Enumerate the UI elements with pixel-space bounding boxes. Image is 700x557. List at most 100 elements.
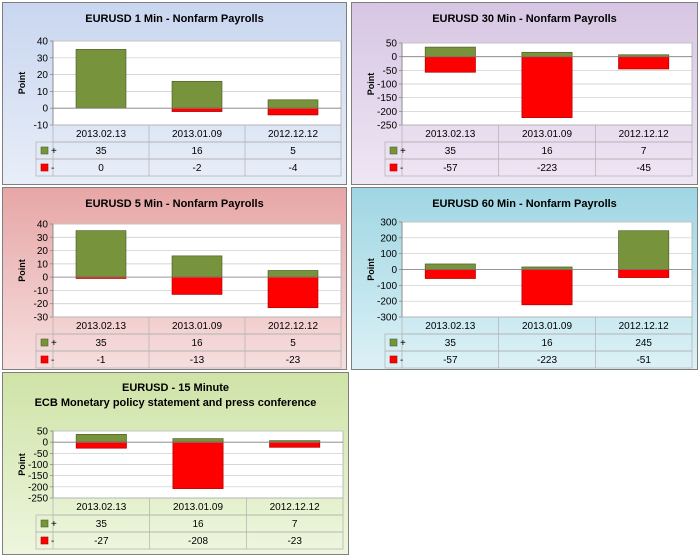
data-value-label: 16 (191, 146, 203, 157)
legend-key (40, 355, 49, 364)
data-value-label: -51 (636, 355, 651, 366)
chart-title: EURUSD - 15 Minute (122, 382, 229, 394)
data-value-label: 0 (98, 163, 104, 174)
category-label: 2013.02.13 (76, 321, 126, 332)
y-tick-label: 40 (37, 37, 49, 48)
data-value-label: -1 (97, 355, 106, 366)
legend-label: + (400, 146, 406, 157)
y-tick-label: 0 (42, 104, 48, 115)
data-value-label: 35 (445, 146, 457, 157)
data-value-label: -223 (537, 355, 557, 366)
legend-label: - (51, 536, 54, 547)
bar-positive (172, 438, 224, 443)
bar-positive (75, 49, 127, 109)
bar-positive (424, 46, 476, 58)
data-value-label: 245 (635, 338, 652, 349)
y-tick-label: 300 (380, 218, 397, 229)
data-value-label: -223 (537, 163, 557, 174)
y-tick-label: -100 (377, 80, 397, 91)
category-label: 2013.01.09 (172, 321, 222, 332)
chart-title: EURUSD 5 Min - Nonfarm Payrolls (85, 198, 263, 210)
chart-subtitle: ECB Monetary policy statement and press … (35, 397, 317, 409)
table-series-row (384, 350, 693, 369)
legend-label: - (51, 355, 54, 366)
category-label: 2013.01.09 (173, 502, 223, 513)
bar-negative (424, 269, 476, 279)
data-value-label: -13 (190, 355, 205, 366)
bar-negative (171, 276, 223, 295)
data-value-label: -45 (636, 163, 651, 174)
category-label: 2013.01.09 (522, 129, 572, 140)
y-tick-label: 0 (42, 438, 48, 449)
data-value-label: 16 (541, 338, 553, 349)
category-label: 2012.12.12 (270, 502, 320, 513)
chart-svg: EURUSD 30 Min - Nonfarm Payrolls -250 -200… (366, 13, 693, 177)
data-value-label: 35 (96, 519, 108, 530)
bar-negative (269, 441, 321, 448)
data-value-label: 35 (95, 338, 107, 349)
legend-label: - (400, 163, 403, 174)
chart-svg: EURUSD 5 Min - Nonfarm Payrolls-30-20-10… (17, 198, 342, 369)
data-value-label: -208 (188, 536, 208, 547)
y-tick-label: 50 (37, 427, 49, 438)
y-tick-label: 30 (37, 233, 49, 244)
y-axis-label: Point (366, 258, 376, 281)
legend-label: + (51, 338, 57, 349)
category-label: 2012.12.12 (619, 321, 669, 332)
legend-label: + (51, 146, 57, 157)
legend-label: + (51, 519, 57, 530)
data-value-label: 5 (290, 338, 296, 349)
data-value-label: -27 (94, 536, 109, 547)
y-tick-label: 20 (37, 246, 49, 257)
y-tick-label: -250 (377, 121, 397, 132)
table-series-row (35, 531, 344, 550)
y-tick-label: -300 (377, 313, 397, 324)
legend-label: + (400, 338, 406, 349)
chart-svg: EURUSD 1 Min - Nonfarm Payrolls -10 0 10 20 3… (17, 13, 342, 177)
data-value-label: -4 (289, 163, 298, 174)
legend-key (389, 355, 398, 364)
table-series-row (35, 350, 342, 369)
legend-label: - (400, 355, 403, 366)
legend-key (389, 146, 398, 155)
chart-panel-eurusd-30min: EURUSD 30 Min - Nonfarm Payrolls -250 -200… (351, 2, 698, 185)
bar-positive (75, 230, 127, 278)
y-tick-label: -30 (34, 313, 49, 324)
y-tick-label: 100 (380, 249, 397, 260)
chart-svg: EURUSD 60 Min - Nonfarm Payrolls-300-200… (366, 198, 693, 369)
y-tick-label: 50 (386, 39, 398, 50)
category-label: 2012.12.12 (268, 129, 318, 140)
table-series-row (384, 158, 693, 177)
y-tick-label: -100 (377, 281, 397, 292)
data-value-label: -57 (443, 355, 458, 366)
y-tick-label: 0 (42, 273, 48, 284)
y-tick-label: -50 (383, 66, 398, 77)
data-value-label: 16 (192, 519, 204, 530)
bar-negative (618, 56, 670, 70)
bar-negative (424, 56, 476, 73)
y-tick-label: 30 (37, 53, 49, 64)
chart-panel-eurusd-5min: EURUSD 5 Min - Nonfarm Payrolls -30 -20 -10… (2, 187, 347, 370)
data-value-label: 35 (95, 146, 107, 157)
y-axis-label: Point (366, 73, 376, 96)
bar-negative (172, 441, 224, 489)
bar-positive (424, 263, 476, 270)
y-tick-label: -200 (377, 297, 397, 308)
bar-negative (267, 107, 319, 116)
bar-positive (171, 255, 223, 278)
category-label: 2013.02.13 (425, 321, 475, 332)
bar-positive (521, 51, 573, 58)
y-tick-label: -10 (34, 286, 49, 297)
category-label: 2012.12.12 (619, 129, 669, 140)
bar-negative (171, 107, 223, 112)
chart-panel-eurusd-15min-ecb: EURUSD - 15 Minute ECB Monetary policy st… (2, 372, 349, 555)
data-value-label: 35 (445, 338, 457, 349)
bar-positive (618, 230, 670, 270)
legend-key (40, 519, 49, 528)
bar-negative (75, 441, 127, 449)
y-axis-label: Point (17, 453, 27, 476)
chart-title: EURUSD 60 Min - Nonfarm Payrolls (432, 198, 617, 210)
y-tick-label: 0 (391, 52, 397, 63)
chart-panel-eurusd-1min: EURUSD 1 Min - Nonfarm Payrolls -10 0 10 20 3… (2, 2, 347, 185)
data-value-label: 16 (541, 146, 553, 157)
